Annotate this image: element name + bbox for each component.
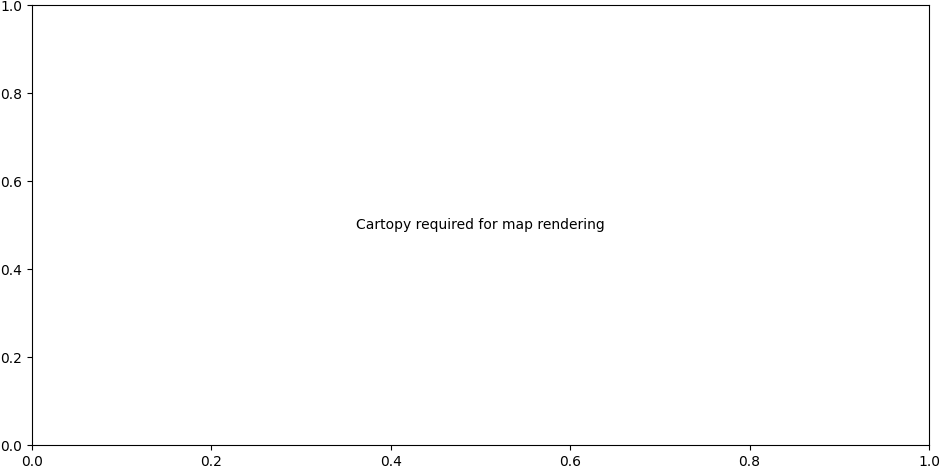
Text: Cartopy required for map rendering: Cartopy required for map rendering <box>356 219 604 232</box>
